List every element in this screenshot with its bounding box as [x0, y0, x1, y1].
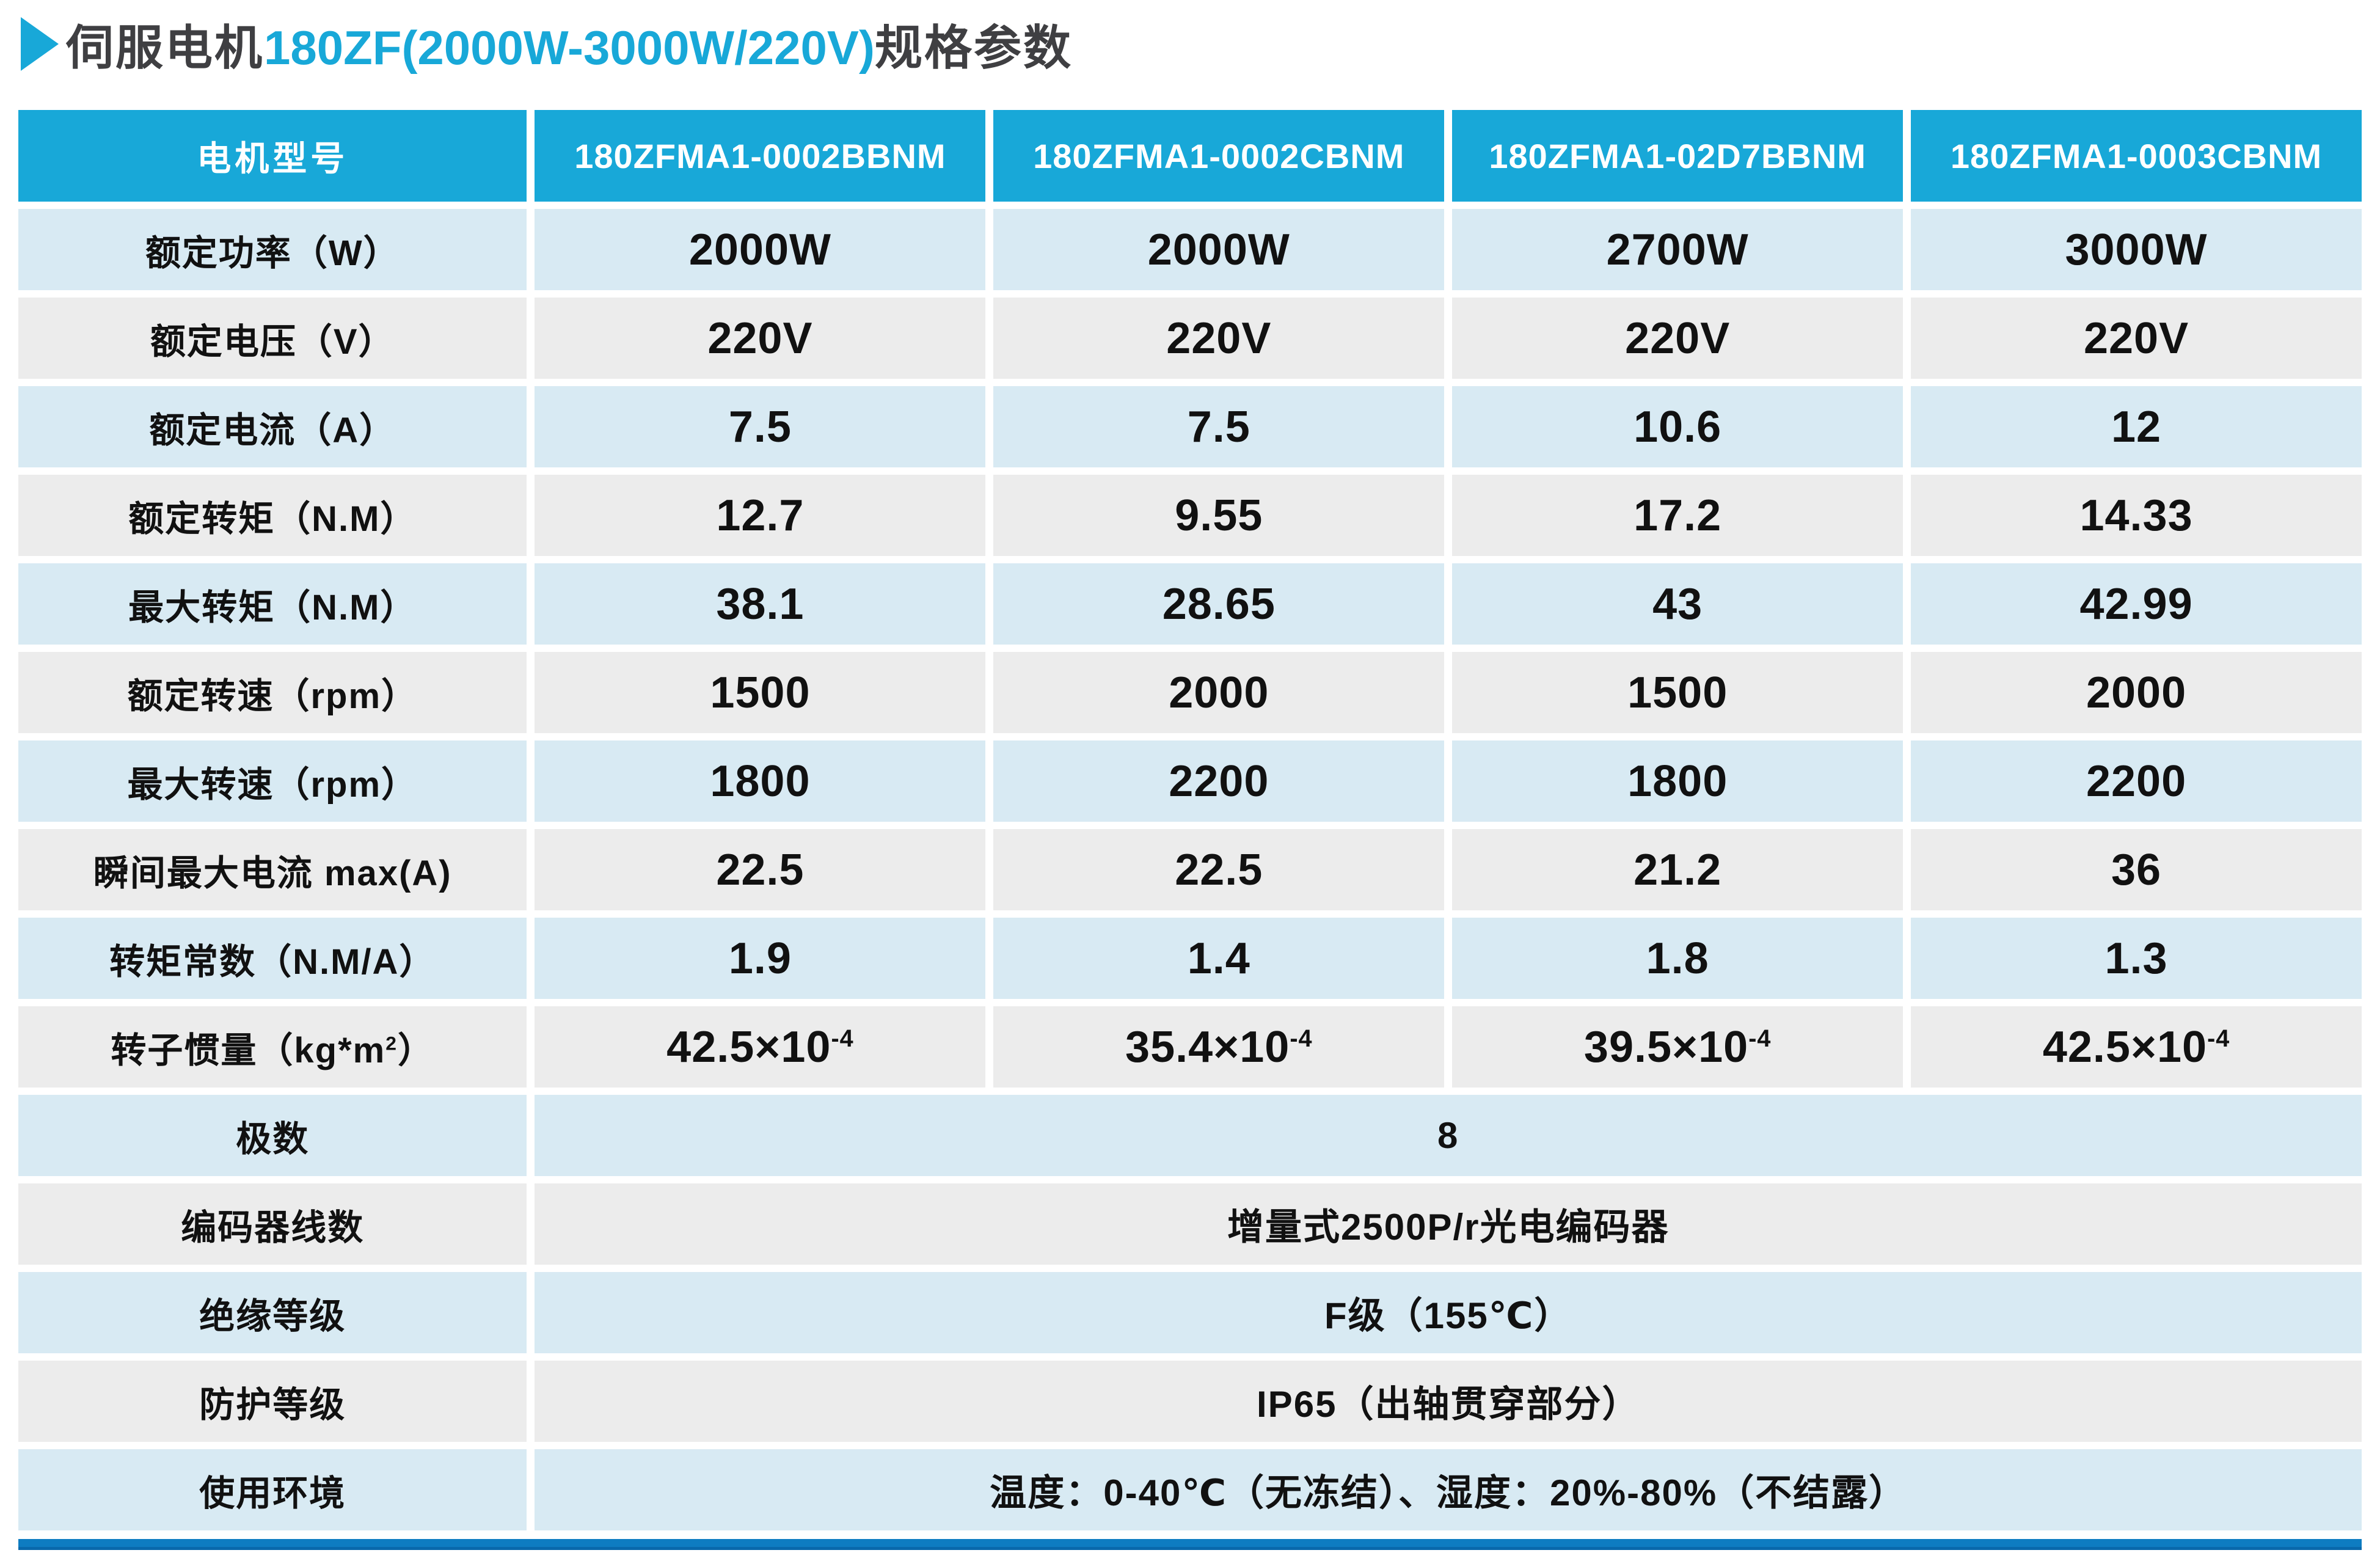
spec-table: 电机型号 180ZFMA1-0002BBNM 180ZFMA1-0002CBNM…: [10, 103, 2370, 1538]
row-label: 额定电流（A）: [18, 386, 527, 467]
header-model-2: 180ZFMA1-0002CBNM: [993, 110, 1445, 202]
row-value: 35.4×10-4: [993, 1006, 1445, 1088]
row-label: 额定转矩（N.M）: [18, 475, 527, 556]
page-title: 伺服电机180ZF(2000W-3000W/220V)规格参数: [21, 10, 1073, 78]
row-merged-value: 温度：0-40℃（无冻结）、湿度：20%-80%（不结露）: [535, 1449, 2362, 1530]
header-model-3: 180ZFMA1-02D7BBNM: [1452, 110, 1904, 202]
row-value: 220V: [993, 298, 1445, 379]
row-merged-value: IP65（出轴贯穿部分）: [535, 1361, 2362, 1442]
row-merged-value: 增量式2500P/r光电编码器: [535, 1183, 2362, 1265]
row-value: 1.3: [1911, 918, 2362, 999]
row-value: 2000W: [993, 209, 1445, 290]
row-label: 转子惯量（kg*m2）: [18, 1006, 527, 1088]
row-value: 2000W: [535, 209, 986, 290]
row-value: 1500: [535, 652, 986, 733]
table-row: 绝缘等级 F级（155℃）: [18, 1272, 2362, 1353]
row-merged-value: 8: [535, 1095, 2362, 1176]
row-merged-value: F级（155℃）: [535, 1272, 2362, 1353]
row-value: 42.5×10-4: [1911, 1006, 2362, 1088]
row-value: 9.55: [993, 475, 1445, 556]
spec-table-body: 额定功率（W） 2000W 2000W 2700W 3000W 额定电压（V） 220V 22…: [18, 209, 2362, 1530]
row-value: 42.99: [1911, 563, 2362, 645]
table-row: 防护等级 IP65（出轴贯穿部分）: [18, 1361, 2362, 1442]
row-label: 瞬间最大电流 max(A): [18, 829, 527, 910]
table-row: 转矩常数（N.M/A） 1.9 1.4 1.8 1.3: [18, 918, 2362, 999]
row-value: 2200: [1911, 740, 2362, 822]
row-value: 22.5: [535, 829, 986, 910]
row-value: 21.2: [1452, 829, 1904, 910]
header-row: 电机型号 180ZFMA1-0002BBNM 180ZFMA1-0002CBNM…: [18, 110, 2362, 202]
table-row: 瞬间最大电流 max(A) 22.5 22.5 21.2 36: [18, 829, 2362, 910]
title-suffix: 规格参数: [874, 21, 1073, 75]
row-value: 220V: [1452, 298, 1904, 379]
row-value: 36: [1911, 829, 2362, 910]
row-label: 额定转速（rpm）: [18, 652, 527, 733]
title-model-range: 180ZF(2000W-3000W/220V): [264, 21, 875, 75]
table-row: 最大转矩（N.M） 38.1 28.65 43 42.99: [18, 563, 2362, 645]
row-value: 39.5×10-4: [1452, 1006, 1904, 1088]
row-label: 绝缘等级: [18, 1272, 527, 1353]
table-row: 极数 8: [18, 1095, 2362, 1176]
row-label: 使用环境: [18, 1449, 527, 1530]
row-value: 22.5: [993, 829, 1445, 910]
table-row: 编码器线数 增量式2500P/r光电编码器: [18, 1183, 2362, 1265]
row-label: 编码器线数: [18, 1183, 527, 1265]
row-value: 28.65: [993, 563, 1445, 645]
row-value: 1800: [535, 740, 986, 822]
row-value: 1500: [1452, 652, 1904, 733]
row-value: 7.5: [535, 386, 986, 467]
row-value: 12.7: [535, 475, 986, 556]
row-label: 最大转速（rpm）: [18, 740, 527, 822]
row-value: 43: [1452, 563, 1904, 645]
row-value: 17.2: [1452, 475, 1904, 556]
row-value: 2000: [993, 652, 1445, 733]
row-value: 42.5×10-4: [535, 1006, 986, 1088]
row-value: 7.5: [993, 386, 1445, 467]
row-value: 220V: [1911, 298, 2362, 379]
row-value: 10.6: [1452, 386, 1904, 467]
table-row: 额定转速（rpm） 1500 2000 1500 2000: [18, 652, 2362, 733]
bottom-bar: [18, 1539, 2362, 1550]
title-text: 伺服电机180ZF(2000W-3000W/220V)规格参数: [66, 10, 1073, 78]
row-label: 最大转矩（N.M）: [18, 563, 527, 645]
row-label: 额定功率（W）: [18, 209, 527, 290]
table-row: 转子惯量（kg*m2） 42.5×10-4 35.4×10-4 39.5×10-4 42…: [18, 1006, 2362, 1088]
row-value: 2700W: [1452, 209, 1904, 290]
table-row: 额定电流（A） 7.5 7.5 10.6 12: [18, 386, 2362, 467]
row-label: 额定电压（V）: [18, 298, 527, 379]
row-value: 1.9: [535, 918, 986, 999]
row-value: 1800: [1452, 740, 1904, 822]
header-model-4: 180ZFMA1-0003CBNM: [1911, 110, 2362, 202]
spec-table-head: 电机型号 180ZFMA1-0002BBNM 180ZFMA1-0002CBNM…: [18, 110, 2362, 202]
table-row: 使用环境 温度：0-40℃（无冻结）、湿度：20%-80%（不结露）: [18, 1449, 2362, 1530]
table-row: 额定功率（W） 2000W 2000W 2700W 3000W: [18, 209, 2362, 290]
row-value: 1.4: [993, 918, 1445, 999]
title-arrow-icon: [21, 17, 59, 71]
row-label: 防护等级: [18, 1361, 527, 1442]
table-row: 最大转速（rpm） 1800 2200 1800 2200: [18, 740, 2362, 822]
row-label: 极数: [18, 1095, 527, 1176]
row-value: 220V: [535, 298, 986, 379]
row-value: 14.33: [1911, 475, 2362, 556]
row-value: 12: [1911, 386, 2362, 467]
row-value: 2200: [993, 740, 1445, 822]
header-motor-model-label: 电机型号: [18, 110, 527, 202]
row-value: 1.8: [1452, 918, 1904, 999]
title-prefix: 伺服电机: [66, 21, 265, 75]
row-label: 转矩常数（N.M/A）: [18, 918, 527, 999]
row-value: 3000W: [1911, 209, 2362, 290]
header-model-1: 180ZFMA1-0002BBNM: [535, 110, 986, 202]
table-row: 额定转矩（N.M） 12.7 9.55 17.2 14.33: [18, 475, 2362, 556]
row-value: 38.1: [535, 563, 986, 645]
table-row: 额定电压（V） 220V 220V 220V 220V: [18, 298, 2362, 379]
row-value: 2000: [1911, 652, 2362, 733]
